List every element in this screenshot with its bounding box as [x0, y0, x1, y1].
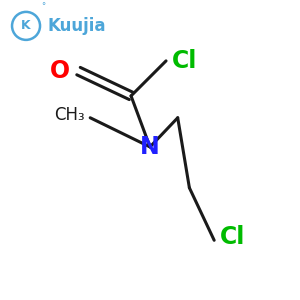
Text: CH₃: CH₃	[54, 106, 84, 124]
Text: Cl: Cl	[172, 49, 197, 73]
Text: Kuujia: Kuujia	[47, 17, 106, 35]
Text: N: N	[140, 135, 160, 159]
Text: Cl: Cl	[220, 225, 245, 249]
Text: O: O	[50, 59, 70, 83]
Text: °: °	[41, 2, 46, 11]
Text: K: K	[21, 20, 31, 32]
